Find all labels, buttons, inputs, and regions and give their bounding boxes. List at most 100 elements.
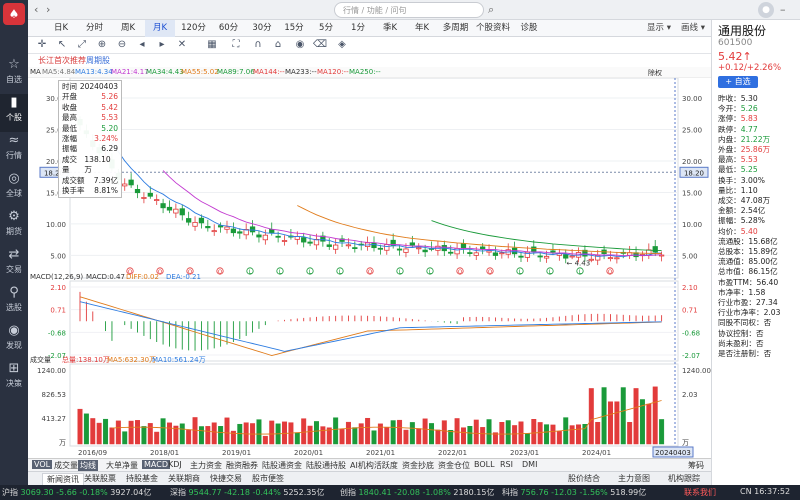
- expand-icon[interactable]: ⤢: [78, 39, 86, 50]
- period-tab[interactable]: 120分: [181, 23, 206, 33]
- sidebar-item-5[interactable]: ⇄ 交易: [0, 246, 28, 284]
- indicator-tab[interactable]: 融资融券: [226, 461, 258, 470]
- sub-tabs: 长江首次推荐 周期股: [28, 54, 711, 67]
- period-tab[interactable]: 分时: [85, 23, 103, 33]
- volume-bar: [576, 424, 582, 445]
- candle-body: [582, 249, 588, 257]
- crosshair-icon[interactable]: ✛: [37, 39, 47, 50]
- info-tab[interactable]: 关联期商: [168, 474, 200, 483]
- minimize-icon[interactable]: –: [780, 3, 786, 16]
- period-tab[interactable]: 1分: [351, 23, 365, 33]
- indicator-tab[interactable]: 大单净量: [106, 461, 138, 470]
- indicator-tab[interactable]: 陆股通持股: [306, 461, 346, 470]
- sidebar-item-3[interactable]: ◎ 全球: [0, 170, 28, 208]
- sidebar-label: 期货: [6, 227, 22, 236]
- period-right-option[interactable]: 画线 ▾: [681, 23, 705, 33]
- sidebar-item-0[interactable]: ☆ 自选: [0, 56, 28, 94]
- sub-tab[interactable]: 长江首次推荐: [38, 56, 86, 65]
- tooltip-key: 开盘: [62, 92, 77, 102]
- period-tab[interactable]: 日K: [53, 23, 69, 33]
- info-tab[interactable]: 股市便签: [252, 474, 284, 483]
- info-tab[interactable]: 快捷交易: [210, 474, 242, 483]
- right-icon[interactable]: ▸: [159, 39, 165, 50]
- lock-icon[interactable]: ⌂: [274, 39, 282, 50]
- period-right-option[interactable]: 显示 ▾: [647, 23, 671, 33]
- info-right-tab[interactable]: 股价结合: [568, 474, 600, 483]
- sidebar-item-1[interactable]: ▮ 个股: [0, 94, 28, 132]
- volume-value: MA10:561.24万: [152, 356, 206, 364]
- period-tab[interactable]: 5分: [319, 23, 333, 33]
- zoom-in-icon[interactable]: ⊕: [97, 39, 107, 50]
- sidebar-item-2[interactable]: ≈ 行情: [0, 132, 28, 170]
- volume-bar: [467, 425, 473, 445]
- index-ticker[interactable]: 科指 756.76 -12.03 -1.56% 518.99亿: [502, 487, 646, 498]
- indicator-tab[interactable]: 成交量: [54, 461, 78, 470]
- period-tab[interactable]: 个股资料: [475, 23, 510, 33]
- info-right-tab[interactable]: 机构跟踪: [668, 474, 700, 483]
- index-value: 3069.30: [20, 488, 57, 497]
- cursor-icon[interactable]: ↖: [57, 39, 67, 50]
- contact-link[interactable]: 联系我们: [684, 488, 716, 497]
- zoom-out-icon[interactable]: ⊖: [117, 39, 127, 50]
- sidebar-item-4[interactable]: ⚙ 期货: [0, 208, 28, 246]
- indicator-tab[interactable]: 主力资金: [190, 461, 222, 470]
- info-tab[interactable]: 新闻资讯: [42, 473, 84, 485]
- sidebar-item-6[interactable]: ⚲ 选股: [0, 284, 28, 322]
- indicator-tab[interactable]: DMI: [522, 460, 538, 469]
- indicator-tab[interactable]: AI机构活跃度: [350, 461, 398, 470]
- cross-line-icon[interactable]: ✕: [177, 39, 187, 50]
- indicator-tab[interactable]: VOL: [32, 460, 53, 469]
- back-icon[interactable]: ‹: [34, 3, 39, 16]
- index-ticker[interactable]: 深指 9544.77 -42.18 -0.44% 5252.35亿: [170, 487, 324, 498]
- sidebar-item-7[interactable]: ◉ 发现: [0, 322, 28, 360]
- period-tab[interactable]: 年K: [414, 23, 430, 33]
- index-ticker[interactable]: 沪指 3069.30 -5.66 -0.18% 3927.04亿: [2, 487, 151, 498]
- forward-icon[interactable]: ›: [46, 3, 51, 16]
- magnet-icon[interactable]: ∩: [254, 39, 262, 50]
- period-tab[interactable]: 周K: [120, 23, 136, 33]
- indicator-tab[interactable]: 资金抄底: [402, 461, 434, 470]
- event-marker-label: L: [248, 270, 252, 276]
- period-tab[interactable]: 月K: [145, 20, 175, 37]
- indicator-tab[interactable]: MACD: [142, 460, 170, 469]
- eye-icon[interactable]: ◉: [295, 39, 305, 50]
- index-name: 科指: [502, 488, 521, 497]
- period-tab[interactable]: 季K: [382, 23, 398, 33]
- indicator-tab[interactable]: RSI: [500, 460, 513, 469]
- info-right-tab[interactable]: 主力意图: [618, 474, 650, 483]
- sidebar-item-8[interactable]: ⊞ 决策: [0, 360, 28, 398]
- volume-bar: [607, 401, 613, 445]
- period-tab[interactable]: 30分: [252, 23, 272, 33]
- info-tab[interactable]: 持股基金: [126, 474, 158, 483]
- event-marker: [336, 267, 344, 275]
- sub-tab[interactable]: 周期股: [86, 56, 110, 65]
- fuquan-toggle[interactable]: 除权: [648, 69, 662, 77]
- indicator-tab[interactable]: 筹码: [688, 461, 704, 470]
- period-tab[interactable]: 诊股: [520, 23, 538, 33]
- indicator-tab[interactable]: 均线: [78, 460, 98, 471]
- grid-icon[interactable]: ▦: [207, 39, 217, 50]
- left-icon[interactable]: ◂: [139, 39, 145, 50]
- candle-body: [128, 179, 134, 186]
- add-watchlist-button[interactable]: + 自选: [718, 76, 758, 88]
- avatar[interactable]: ●: [758, 2, 774, 18]
- delete-icon[interactable]: ⌫: [312, 39, 328, 50]
- period-tab[interactable]: 多周期: [442, 23, 469, 33]
- stock-name: 通用股份: [718, 24, 767, 38]
- fullscreen-icon[interactable]: ⛶: [232, 39, 240, 50]
- volume-bar: [358, 423, 364, 445]
- volume-bar: [614, 401, 620, 445]
- index-ticker[interactable]: 创指 1840.41 -20.08 -1.08% 2180.15亿: [340, 487, 494, 498]
- indicator-tab[interactable]: KDJ: [168, 460, 182, 469]
- indicator-tab[interactable]: 陆股通资金: [262, 461, 302, 470]
- search-icon[interactable]: ⌕: [488, 3, 495, 16]
- quote-field-value: 5.30: [740, 94, 758, 103]
- layer-icon[interactable]: ◈: [338, 39, 346, 50]
- info-tab[interactable]: 关联股票: [84, 474, 116, 483]
- search-input[interactable]: 行情 / 功能 / 问句: [334, 2, 484, 18]
- kline-chart[interactable]: 30.00 25.00 20.00 15.00 10.00 5.00 30.00 25.00 2…: [28, 78, 711, 458]
- indicator-tab[interactable]: 资金仓位: [438, 461, 470, 470]
- period-tab[interactable]: 15分: [284, 23, 304, 33]
- indicator-tab[interactable]: BOLL: [474, 460, 495, 469]
- period-tab[interactable]: 60分: [218, 23, 239, 33]
